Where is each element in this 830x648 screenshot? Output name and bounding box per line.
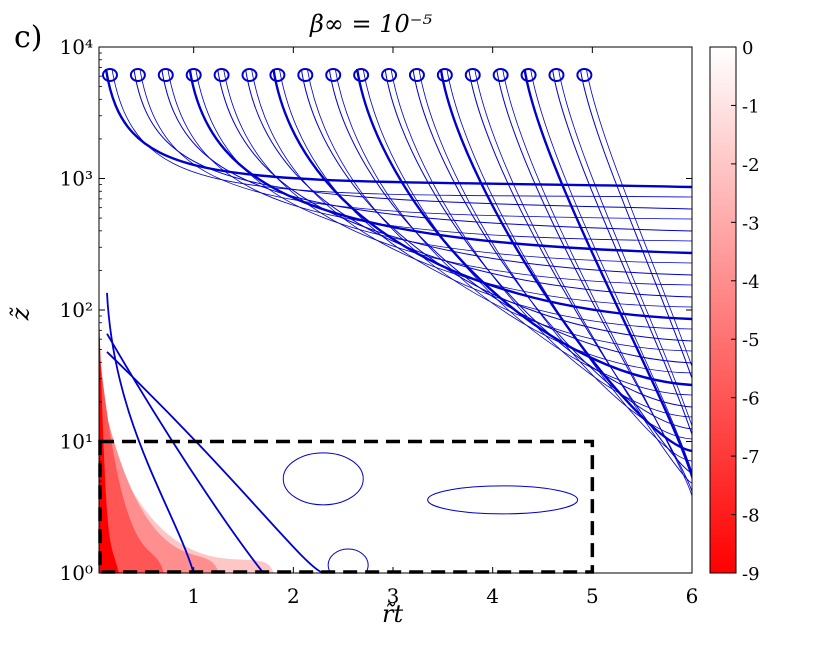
- colorbar-tick-label: -3: [742, 213, 760, 234]
- contour-loop: [520, 68, 537, 82]
- contour-loop: [269, 68, 286, 82]
- y-tick-label: 10²: [60, 298, 93, 322]
- contour-line: [223, 68, 692, 286]
- colorbar-tick-label: -4: [742, 272, 760, 293]
- heat-band: [99, 310, 119, 573]
- contour-line: [188, 68, 692, 255]
- colorbar-tick-label: -2: [742, 155, 760, 176]
- contour-line: [133, 68, 692, 210]
- contour-loop: [241, 68, 258, 82]
- contour-line: [446, 68, 692, 462]
- contour-loop: [464, 68, 481, 82]
- contour-layer: [101, 68, 692, 573]
- contour-loop: [427, 485, 579, 515]
- contour-line: [390, 68, 692, 418]
- contour-loop: [213, 68, 230, 82]
- contour-loop: [297, 68, 314, 82]
- contour-line: [106, 292, 195, 573]
- contour-line: [104, 68, 692, 189]
- contour-line: [439, 68, 692, 453]
- contour-loop: [576, 68, 593, 82]
- contour-line: [474, 68, 692, 484]
- contour-loop: [325, 68, 342, 82]
- chart-title: β∞ = 10⁻⁵: [310, 10, 433, 38]
- contour-line: [106, 351, 324, 573]
- contour-loop: [408, 68, 425, 82]
- contour-line: [551, 68, 692, 539]
- contour-line: [579, 68, 692, 561]
- heat-band: [99, 347, 164, 573]
- x-tick-label: 2: [287, 584, 300, 608]
- contour-line: [355, 68, 692, 387]
- contour-loop: [282, 452, 364, 506]
- x-tick-label: 3: [387, 584, 400, 608]
- contour-line: [328, 68, 692, 364]
- contour-line: [362, 68, 692, 396]
- contour-line: [523, 68, 692, 517]
- contour-line: [334, 68, 692, 374]
- x-ticks: 1 2 3 4 5 6: [187, 47, 698, 608]
- colorbar-ticks: 0 -1 -2 -3 -4 -5 -6 -7 -8 -9: [731, 38, 760, 585]
- contour-line: [195, 68, 692, 264]
- colorbar-tick-label: -1: [742, 96, 760, 117]
- y-tick-label: 10¹: [60, 430, 93, 454]
- contour-line: [558, 68, 692, 549]
- contour-loop: [381, 68, 398, 82]
- contour-loop: [185, 68, 202, 82]
- contour-line: [167, 68, 692, 242]
- annotation-box: [98, 439, 595, 574]
- contour-line: [106, 333, 265, 573]
- contour-line: [530, 68, 692, 527]
- contour-loop: [129, 68, 146, 82]
- x-tick-label: 1: [187, 584, 200, 608]
- heat-layer: [99, 310, 274, 573]
- y-ticks: 10⁰ 10¹ 10² 10³ 10⁴: [60, 35, 692, 585]
- contour-line: [272, 68, 692, 321]
- y-tick-label: 10³: [60, 167, 93, 191]
- contour-loop: [353, 68, 370, 82]
- annotation-box-layer: [98, 439, 595, 574]
- colorbar-tick-label: -6: [742, 389, 760, 410]
- y-tick-label: 10⁰: [60, 561, 93, 585]
- contour-loop: [101, 68, 118, 82]
- contour-line: [418, 68, 692, 440]
- contour-line: [306, 68, 692, 352]
- contour-line: [245, 68, 692, 298]
- colorbar-tick-label: -9: [742, 564, 760, 585]
- colorbar-tick-label: 0: [742, 38, 753, 59]
- contour-loop: [157, 68, 174, 82]
- y-tick-label: 10⁴: [60, 35, 93, 59]
- contour-line: [585, 68, 692, 571]
- colorbar-tick-label: -5: [742, 330, 760, 351]
- contour-line: [300, 68, 692, 342]
- contour-line: [279, 68, 692, 330]
- panel-label: c): [14, 20, 43, 55]
- contour-line: [217, 68, 692, 276]
- colorbar-tick-label: -7: [742, 447, 760, 468]
- colorbar: [709, 46, 737, 574]
- contour-line: [251, 68, 692, 308]
- contour-loop: [436, 68, 453, 82]
- contour-loop: [548, 68, 565, 82]
- x-tick-label: 5: [586, 584, 599, 608]
- x-axis-label: r̃t: [382, 600, 404, 628]
- contour-loop: [492, 68, 509, 82]
- x-tick-label: 4: [486, 584, 499, 608]
- contour-line: [139, 68, 692, 220]
- contour-loop: [327, 548, 369, 573]
- contour-line: [502, 68, 692, 506]
- x-tick-label: 6: [686, 584, 699, 608]
- colorbar-tick-label: -8: [742, 506, 760, 527]
- contour-line: [496, 68, 692, 496]
- contour-line: [384, 68, 692, 408]
